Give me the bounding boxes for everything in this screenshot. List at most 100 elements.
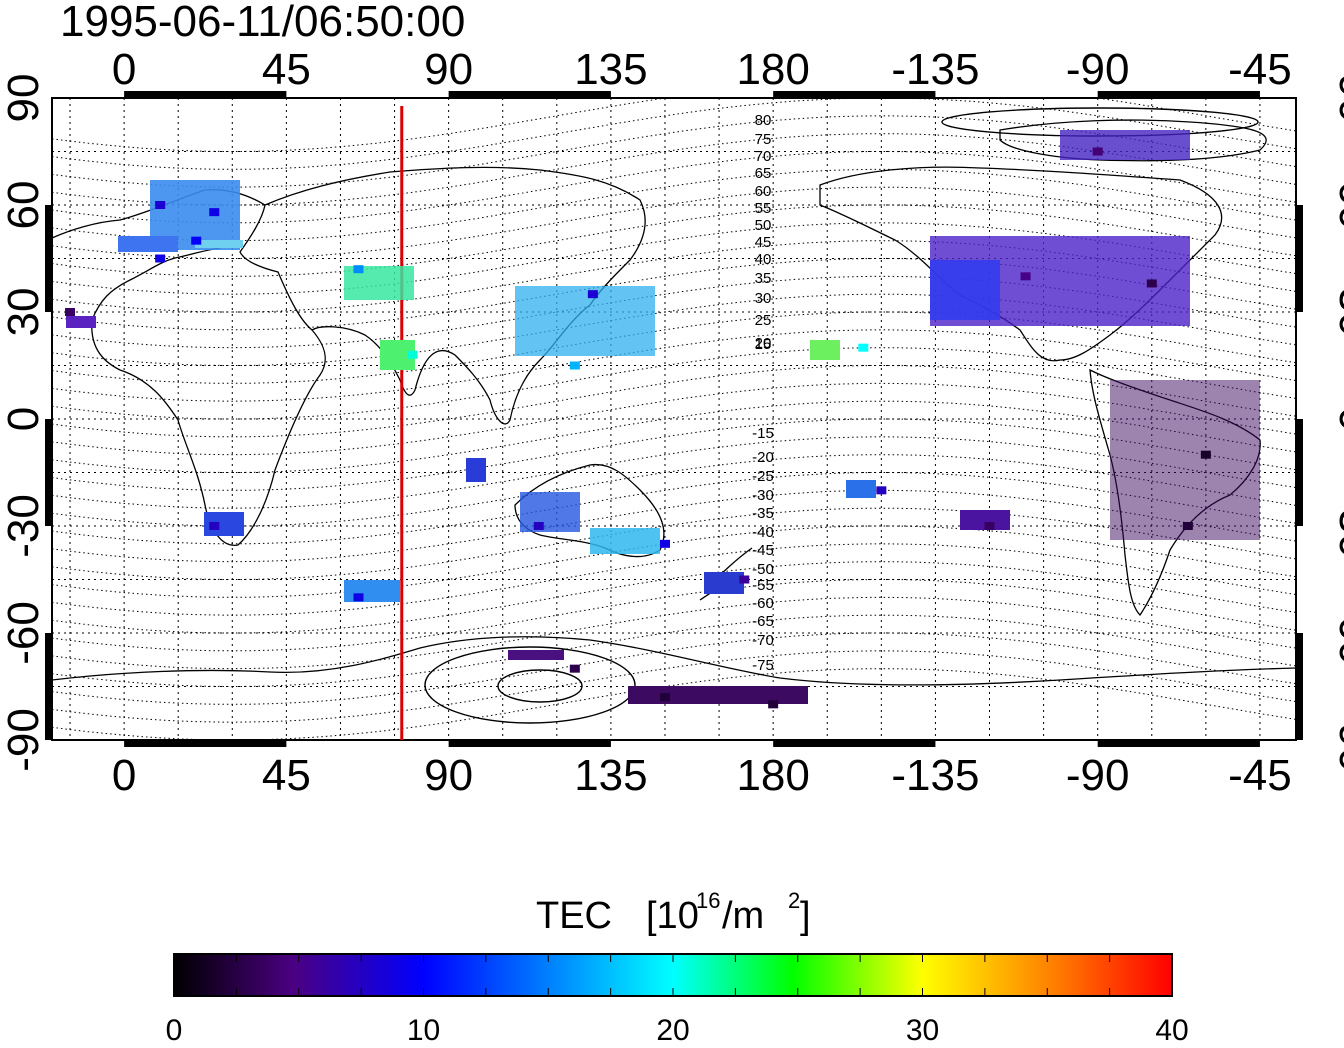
- frame-bar-bottom: [124, 740, 287, 747]
- left-tick-label: -60: [0, 601, 48, 665]
- bottom-tick-label: -90: [1066, 751, 1130, 800]
- contour-label: -15: [752, 425, 774, 442]
- tec-observation-points: [65, 130, 1260, 709]
- tec-cluster-antarctic-west: [508, 650, 564, 660]
- coastline-greenland: [999, 119, 1267, 162]
- tec-point: [1200, 450, 1211, 459]
- contour-label: 25: [755, 312, 772, 329]
- tec-cluster-arctic: [1060, 130, 1190, 160]
- contour-line: [52, 400, 1296, 474]
- contour-line: [52, 240, 1296, 313]
- contour-line: [52, 257, 1296, 331]
- contour-line: [52, 561, 1296, 634]
- left-tick-label: -90: [0, 708, 48, 772]
- tec-cluster-east-asia: [515, 286, 655, 356]
- right-tick-label: -30: [1330, 494, 1344, 558]
- contour-line: [52, 668, 1296, 740]
- frame-bar-right: [1296, 419, 1303, 526]
- frame-bar-left: [45, 419, 52, 526]
- contour-line: [52, 329, 1296, 402]
- tec-point: [155, 254, 166, 263]
- tec-cluster-indian-ocean-east: [466, 458, 486, 482]
- top-tick-label: 45: [262, 45, 311, 94]
- tec-point: [569, 361, 580, 370]
- frame-bar-right: [1296, 205, 1303, 312]
- tec-point: [65, 308, 76, 316]
- contour-line: [52, 222, 1296, 295]
- bottom-tick-label: -45: [1228, 751, 1292, 800]
- contour-line: [52, 115, 1296, 188]
- colorbar-unit-superscript-2: 2: [788, 888, 800, 913]
- tec-point: [191, 236, 202, 245]
- right-tick-label: -60: [1330, 601, 1344, 665]
- contour-label: 45: [755, 234, 772, 251]
- frame-bar-bottom: [448, 740, 611, 747]
- frame-bar-top: [1097, 91, 1260, 98]
- colorbar-unit-mid: /m: [722, 895, 764, 937]
- frame-bar-bottom: [1097, 740, 1260, 747]
- colorbar-unit-base: [10: [646, 895, 699, 937]
- contour-label: 30: [755, 290, 772, 307]
- tec-cluster-antarctic: [628, 686, 808, 704]
- contour-line: [52, 133, 1296, 206]
- contour-label: 65: [755, 165, 772, 182]
- contour-line: [52, 293, 1296, 367]
- contour-label: -35: [752, 505, 774, 522]
- contour-line: [52, 347, 1296, 420]
- contour-label: -20: [752, 449, 774, 466]
- left-tick-label: 90: [0, 74, 48, 123]
- tec-cluster-pacific-south: [846, 480, 876, 498]
- tec-cluster-europe-east: [195, 240, 243, 248]
- colorbar-tick-label: 30: [906, 1014, 939, 1047]
- contour-line: [52, 454, 1296, 527]
- contour-label: -45: [752, 542, 774, 559]
- tec-point: [407, 350, 418, 359]
- bottom-tick-label: -135: [891, 751, 979, 800]
- frame-bar-bottom: [773, 740, 936, 747]
- tec-point: [209, 522, 220, 530]
- contour-line: [52, 364, 1296, 438]
- tec-point: [984, 522, 995, 530]
- contour-label: 35: [755, 270, 772, 287]
- tec-point: [876, 486, 887, 495]
- right-latitude-ticks: 90 60 30 0 -30 -60 -90: [1330, 74, 1344, 772]
- bottom-longitude-ticks: 0 45 90 135 180 -135 -90 -45: [112, 751, 1292, 800]
- tec-point: [533, 522, 544, 530]
- left-tick-label: -30: [0, 494, 48, 558]
- contour-line: [52, 382, 1296, 456]
- tec-point: [858, 343, 869, 352]
- top-tick-label: 0: [112, 45, 136, 94]
- tec-point: [1146, 279, 1157, 288]
- contour-line: [52, 275, 1296, 349]
- colorbar-tick-label: 20: [656, 1014, 689, 1047]
- tec-point: [353, 593, 364, 602]
- tec-point: [739, 575, 750, 584]
- frame-bar-left: [45, 633, 52, 740]
- right-tick-label: 90: [1330, 74, 1344, 123]
- contour-line: [52, 98, 1296, 153]
- tec-point: [768, 700, 779, 709]
- top-tick-label: 90: [424, 45, 473, 94]
- contour-label: -70: [752, 632, 774, 649]
- contour-line: [52, 436, 1296, 509]
- colorbar-ticks: 0 10 20 30 40: [166, 954, 1189, 1047]
- top-tick-label: -45: [1228, 45, 1292, 94]
- tec-cluster-north-america-west: [930, 260, 1000, 320]
- modip-contours: [52, 98, 1296, 740]
- coastline-asia: [264, 166, 646, 425]
- contour-line: [52, 186, 1296, 260]
- top-tick-label: 135: [574, 45, 647, 94]
- tec-cluster-new-zealand: [704, 572, 744, 594]
- colorbar-tick-label: 10: [407, 1014, 440, 1047]
- tec-point: [659, 539, 670, 548]
- right-tick-label: -90: [1330, 708, 1344, 772]
- contour-label: 55: [755, 200, 772, 217]
- contour-line: [52, 311, 1296, 384]
- bottom-tick-label: 45: [262, 751, 311, 800]
- colorbar-tick-label: 40: [1155, 1014, 1188, 1047]
- tec-cluster-indian-ocean: [344, 580, 400, 602]
- tec-point: [1182, 522, 1193, 530]
- colorbar-tick-label: 0: [166, 1014, 183, 1047]
